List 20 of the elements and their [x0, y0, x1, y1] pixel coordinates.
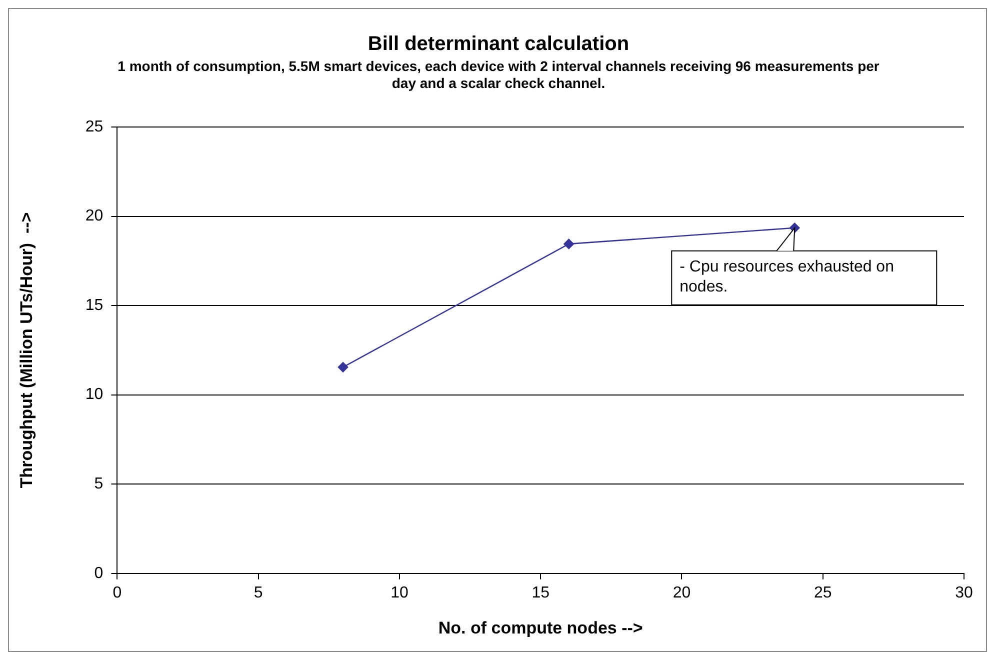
x-axis-title: No. of compute nodes --> — [438, 618, 643, 638]
y-tick-label: 10 — [85, 386, 104, 404]
y-tick-label: 5 — [94, 476, 104, 493]
chart-title: Bill determinant calculation — [366, 33, 630, 56]
chart-subtitle: 1 month of consumption, 5.5M smart devices, each device with 2 interval channels receiving 96 measurements per day and a scalar check channel. — [116, 58, 880, 92]
y-axis-title: Throughput (Million UTs/Hour) --> — [16, 212, 36, 488]
x-tick-label: 15 — [532, 584, 550, 602]
y-tick-label: 0 — [94, 564, 104, 582]
x-tick-label: 5 — [254, 584, 263, 602]
x-tick-label: 20 — [672, 584, 691, 602]
x-tick-label: 10 — [390, 584, 408, 602]
point — [564, 238, 574, 250]
y-tick-label: 25 — [85, 118, 104, 136]
x-tick-label: 25 — [814, 584, 832, 602]
x-tick-label: 0 — [112, 584, 122, 602]
y-tick-label: 20 — [85, 208, 104, 225]
annotation: - Cpu resources exhausted on nodes. — [680, 258, 894, 296]
y-tick-label: 15 — [85, 296, 104, 314]
x-tick-label: 30 — [955, 584, 973, 602]
point — [338, 362, 348, 372]
